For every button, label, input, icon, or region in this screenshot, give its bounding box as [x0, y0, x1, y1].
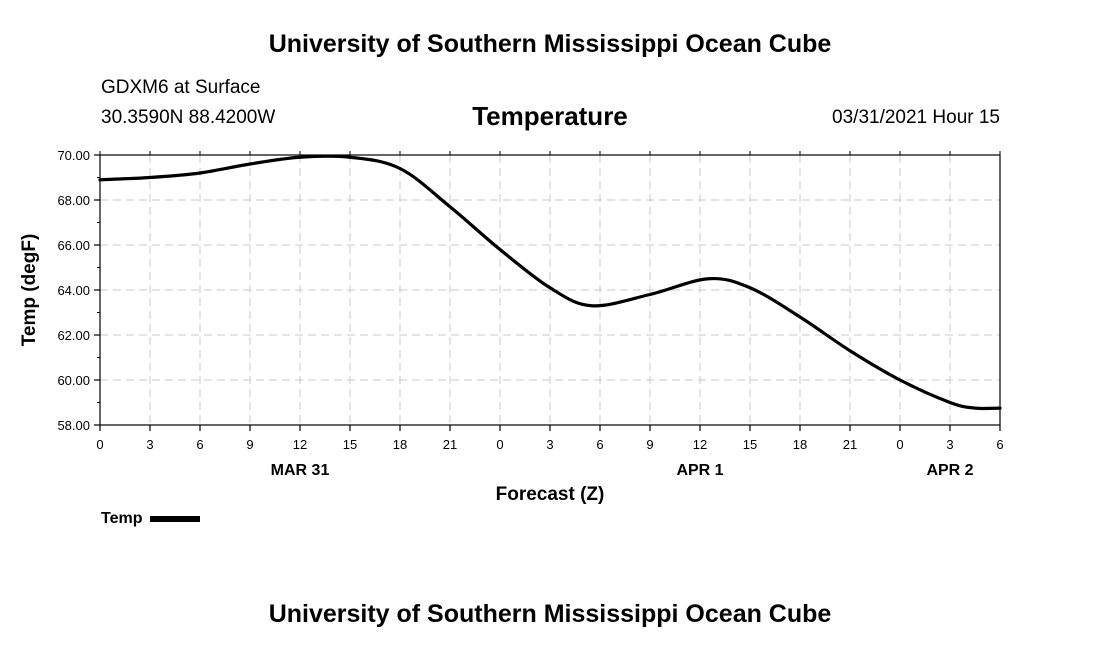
x-tick-label: 15 [743, 437, 757, 452]
x-tick-label: 18 [393, 437, 407, 452]
x-tick-label: 0 [896, 437, 903, 452]
org-title-bottom: University of Southern Mississippi Ocean… [268, 600, 832, 628]
x-tick-label: 6 [996, 437, 1003, 452]
coordinates-label: 30.3590N 88.4200W [101, 107, 276, 128]
x-tick-label: 6 [596, 437, 603, 452]
x-tick-label: 6 [196, 437, 203, 452]
legend-label: Temp [101, 510, 143, 527]
y-tick-label: 62.00 [57, 328, 90, 343]
x-tick-label: 12 [693, 437, 707, 452]
x-tick-label: 21 [843, 437, 857, 452]
datetime-label: 03/31/2021 Hour 15 [832, 107, 1000, 128]
y-tick-label: 66.00 [57, 238, 90, 253]
series-layer [98, 154, 1002, 411]
labels-layer: 58.00 60.00 62.00 64.00 66.00 68.00 70.00 0 3 6 9 1… [57, 148, 1003, 479]
station-label: GDXM6 at Surface [101, 77, 261, 98]
x-tick-label: 12 [293, 437, 307, 452]
y-tick-label: 58.00 [57, 418, 90, 433]
x-tick-label: 3 [146, 437, 153, 452]
x-tick-label: 9 [646, 437, 653, 452]
x-axis-title: Forecast (Z) [496, 484, 605, 505]
date-label: APR 1 [676, 462, 723, 479]
x-tick-label: 0 [96, 437, 103, 452]
legend: Temp [101, 510, 201, 528]
y-tick-label: 60.00 [57, 373, 90, 388]
ticks-layer [94, 151, 1001, 431]
x-tick-label: 3 [946, 437, 953, 452]
date-label: APR 2 [926, 462, 973, 479]
y-tick-label: 70.00 [57, 148, 90, 163]
legend-swatch [150, 516, 201, 522]
series-line-temp [98, 154, 1002, 411]
chart-title: Temperature [472, 101, 628, 131]
grid-layer [100, 154, 1000, 425]
x-tick-label: 0 [496, 437, 503, 452]
org-title-top: University of Southern Mississippi Ocean… [268, 30, 832, 58]
y-axis-title: Temp (degF) [19, 234, 40, 347]
date-label: MAR 31 [271, 462, 330, 479]
x-tick-label: 21 [443, 437, 457, 452]
y-tick-label: 64.00 [57, 283, 90, 298]
x-tick-label: 3 [546, 437, 553, 452]
x-tick-label: 9 [246, 437, 253, 452]
x-tick-label: 15 [343, 437, 357, 452]
x-tick-label: 18 [793, 437, 807, 452]
y-tick-label: 68.00 [57, 193, 90, 208]
